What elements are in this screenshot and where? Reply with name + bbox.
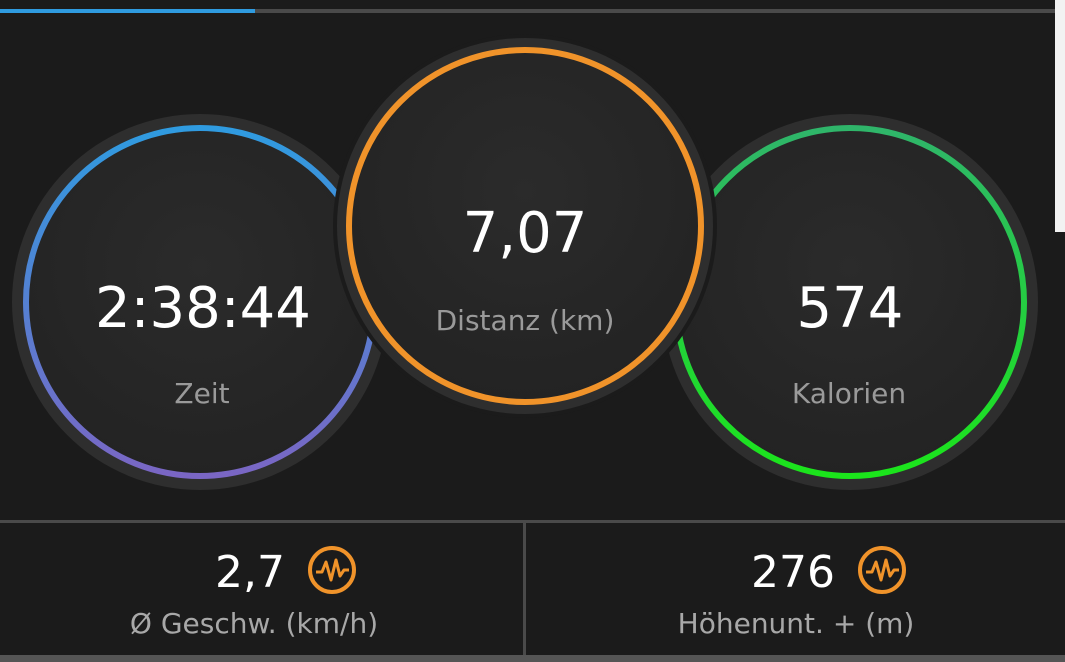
- label: Ø Geschw. (km/h): [130, 607, 378, 640]
- circle-time: 2:38:44 Zeit: [12, 114, 388, 490]
- scroll-edge: [1055, 0, 1065, 232]
- info-icon[interactable]: [308, 546, 356, 594]
- circle-calories: 574 Kalorien: [662, 114, 1038, 490]
- stat-speed[interactable]: 2,7 Ø Geschw. (km/h): [130, 546, 378, 640]
- bottom-edge: [0, 655, 1065, 662]
- value: 2,7: [215, 547, 285, 598]
- divider: [0, 520, 1065, 523]
- label: Distanz (km): [436, 304, 615, 337]
- divider: [523, 523, 526, 655]
- value: 276: [751, 547, 835, 598]
- circle-ring: [346, 47, 704, 405]
- label: Höhenunt. + (m): [678, 607, 915, 640]
- progress-fill: [0, 9, 255, 13]
- progress-track: [0, 9, 1055, 13]
- label: Zeit: [174, 377, 229, 410]
- value: 574: [797, 276, 904, 341]
- label: Kalorien: [792, 377, 906, 410]
- value: 2:38:44: [95, 276, 311, 341]
- value: 7,07: [463, 201, 588, 266]
- stat-ascent[interactable]: 276 Höhenunt. + (m): [678, 546, 915, 640]
- circle-distance: 7,07 Distanz (km): [333, 34, 717, 418]
- info-icon[interactable]: [858, 546, 906, 594]
